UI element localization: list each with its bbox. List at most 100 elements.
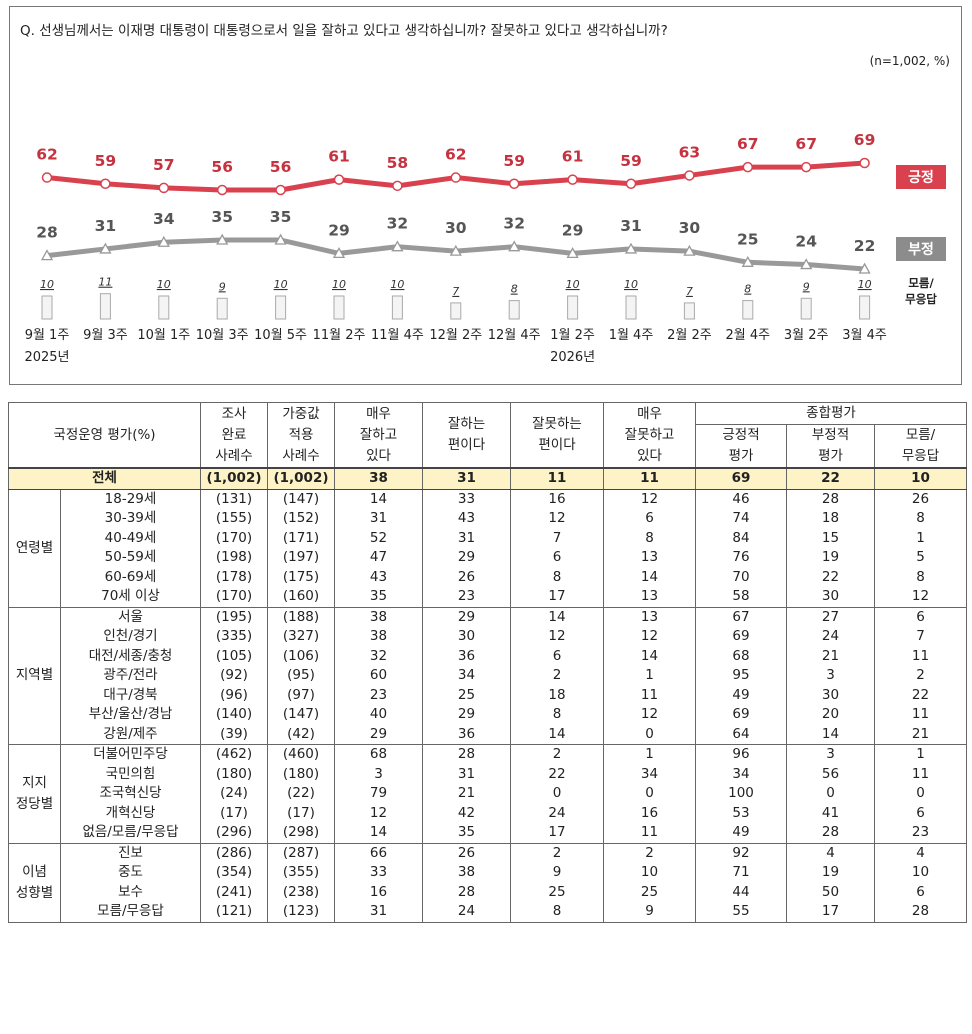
cell-value: 5: [873, 548, 968, 568]
negative-data-label: 28: [36, 224, 58, 242]
chart-panel: Q. 선생님께서는 이재명 대통령이 대통령으로서 일을 잘하고 있다고 생각하…: [9, 6, 962, 385]
cell-value: 14: [603, 646, 696, 666]
table-row: 이념 성향별 진보 (286) (287) 66 26 2 2 92 4 4: [8, 842, 968, 923]
dk-data-label: 10: [274, 278, 288, 291]
row-label: 60-69세: [60, 567, 201, 587]
year-label: 2025년: [24, 350, 69, 365]
row-label: 부산/울산/경남: [60, 705, 201, 725]
row-label: 강원/제주: [60, 724, 201, 745]
cell-value: 2: [510, 842, 604, 863]
table-row-total: 전체 (1,002) (1,002) 38 31 11 11 69 22 10: [8, 467, 968, 490]
cell-value: 1: [873, 528, 968, 548]
cell-value: 96: [695, 744, 787, 765]
cell-value: (460): [267, 744, 335, 765]
cell-value: (296): [200, 823, 268, 844]
table-row: 강원/제주 (39) (42) 29 36 14 0 64 14 21: [9, 724, 968, 745]
positive-data-label: 58: [387, 154, 409, 172]
negative-point: [274, 233, 287, 245]
positive-point: [392, 180, 403, 192]
positive-data-label: 69: [854, 131, 876, 149]
group-header: 종합평가: [694, 402, 968, 425]
legend-negative-label: 부정: [908, 241, 934, 258]
cell-value: (197): [267, 548, 335, 568]
col-header: 매우 잘하고 있다: [334, 402, 423, 469]
cell-value: 47: [334, 548, 423, 568]
cell-value: 66: [334, 842, 423, 863]
legend-dk-label: 모름/: [908, 276, 934, 290]
cell-value: 31: [422, 764, 511, 784]
negative-point: [40, 249, 54, 261]
cell-value: 0: [603, 724, 696, 745]
cell-value: 31: [334, 902, 423, 923]
dk-data-label: 8: [511, 283, 518, 296]
positive-point: [216, 184, 228, 196]
cell-value: 23: [873, 823, 968, 844]
cell-value: 84: [695, 528, 787, 548]
cell-value: 0: [873, 784, 968, 804]
positive-point: [100, 178, 111, 190]
cell-value: 60: [334, 666, 423, 686]
cell-value: 49: [695, 685, 787, 705]
cell-value: 92: [695, 842, 787, 863]
cell-value: (160): [267, 587, 335, 608]
col-header: 매우 잘못하고 있다: [603, 402, 696, 469]
row-label: 없음/모름/무응답: [60, 823, 201, 844]
cell-value: (95): [267, 666, 335, 686]
cell-value: 69: [695, 705, 787, 725]
table-row: 국민의힘 (180) (180) 3 31 22 34 34 56 11: [9, 764, 968, 784]
cell-value: 8: [510, 567, 604, 587]
x-tick-label: 11월 4주: [371, 328, 424, 343]
cell-value: 0: [510, 784, 604, 804]
cell-value: (178): [200, 567, 268, 587]
cell-value: 28: [422, 744, 511, 765]
cell-value: (355): [267, 863, 335, 883]
table-row: 30-39세 (155) (152) 31 43 12 6 74 18 8: [9, 509, 968, 529]
x-tick-label: 12월 2주: [429, 328, 482, 343]
cell-value: 12: [603, 488, 696, 509]
x-tick-label: 11월 2주: [313, 328, 366, 343]
table-row: 조국혁신당 (24) (22) 79 21 0 0 100 0 0: [9, 784, 968, 804]
cell-value: (241): [200, 882, 268, 902]
cell-value: (462): [200, 744, 268, 765]
cell-value: 18: [510, 685, 604, 705]
cell-value: (1,002): [200, 467, 268, 490]
table-row: 없음/모름/무응답 (296) (298) 14 35 17 11 49 28 23: [9, 823, 968, 844]
cell-value: 15: [786, 528, 875, 548]
cell-value: 58: [695, 587, 787, 608]
row-label: 대전/세종/충청: [60, 646, 201, 666]
cell-value: 11: [873, 705, 968, 725]
dk-data-label: 10: [332, 278, 346, 291]
dk-bar: [683, 302, 695, 320]
row-label: 보수: [60, 882, 201, 902]
dk-bar: [742, 300, 754, 320]
cell-value: 30: [786, 685, 875, 705]
negative-point: [449, 244, 462, 256]
row-label: 18-29세: [60, 488, 201, 509]
col-header: 조사 완료 사례수: [200, 402, 268, 469]
cell-value: 21: [873, 724, 968, 745]
cell-value: 16: [603, 803, 696, 823]
cell-value: 52: [334, 528, 423, 548]
cell-value: (22): [267, 784, 335, 804]
group-label: 지역별: [8, 606, 61, 745]
cell-value: 19: [786, 863, 875, 883]
cell-value: 41: [786, 803, 875, 823]
cell-value: 35: [422, 823, 511, 844]
cell-value: (198): [200, 548, 268, 568]
cell-value: 10: [873, 467, 968, 490]
cell-value: 30: [422, 627, 511, 647]
table-row: 50-59세 (198) (197) 47 29 6 13 76 19 5: [9, 548, 968, 568]
cell-value: 14: [334, 488, 423, 509]
negative-data-label: 35: [270, 208, 292, 226]
cell-value: 6: [603, 509, 696, 529]
negative-data-label: 35: [211, 208, 233, 226]
cell-value: 16: [510, 488, 604, 509]
cell-value: 6: [873, 882, 968, 902]
cell-value: 8: [510, 902, 604, 923]
dk-data-label: 10: [157, 278, 171, 291]
cell-value: (286): [200, 842, 268, 863]
dk-data-label: 10: [390, 278, 404, 291]
cell-value: (17): [267, 803, 335, 823]
cell-value: 26: [422, 567, 511, 587]
cell-value: 76: [695, 548, 787, 568]
